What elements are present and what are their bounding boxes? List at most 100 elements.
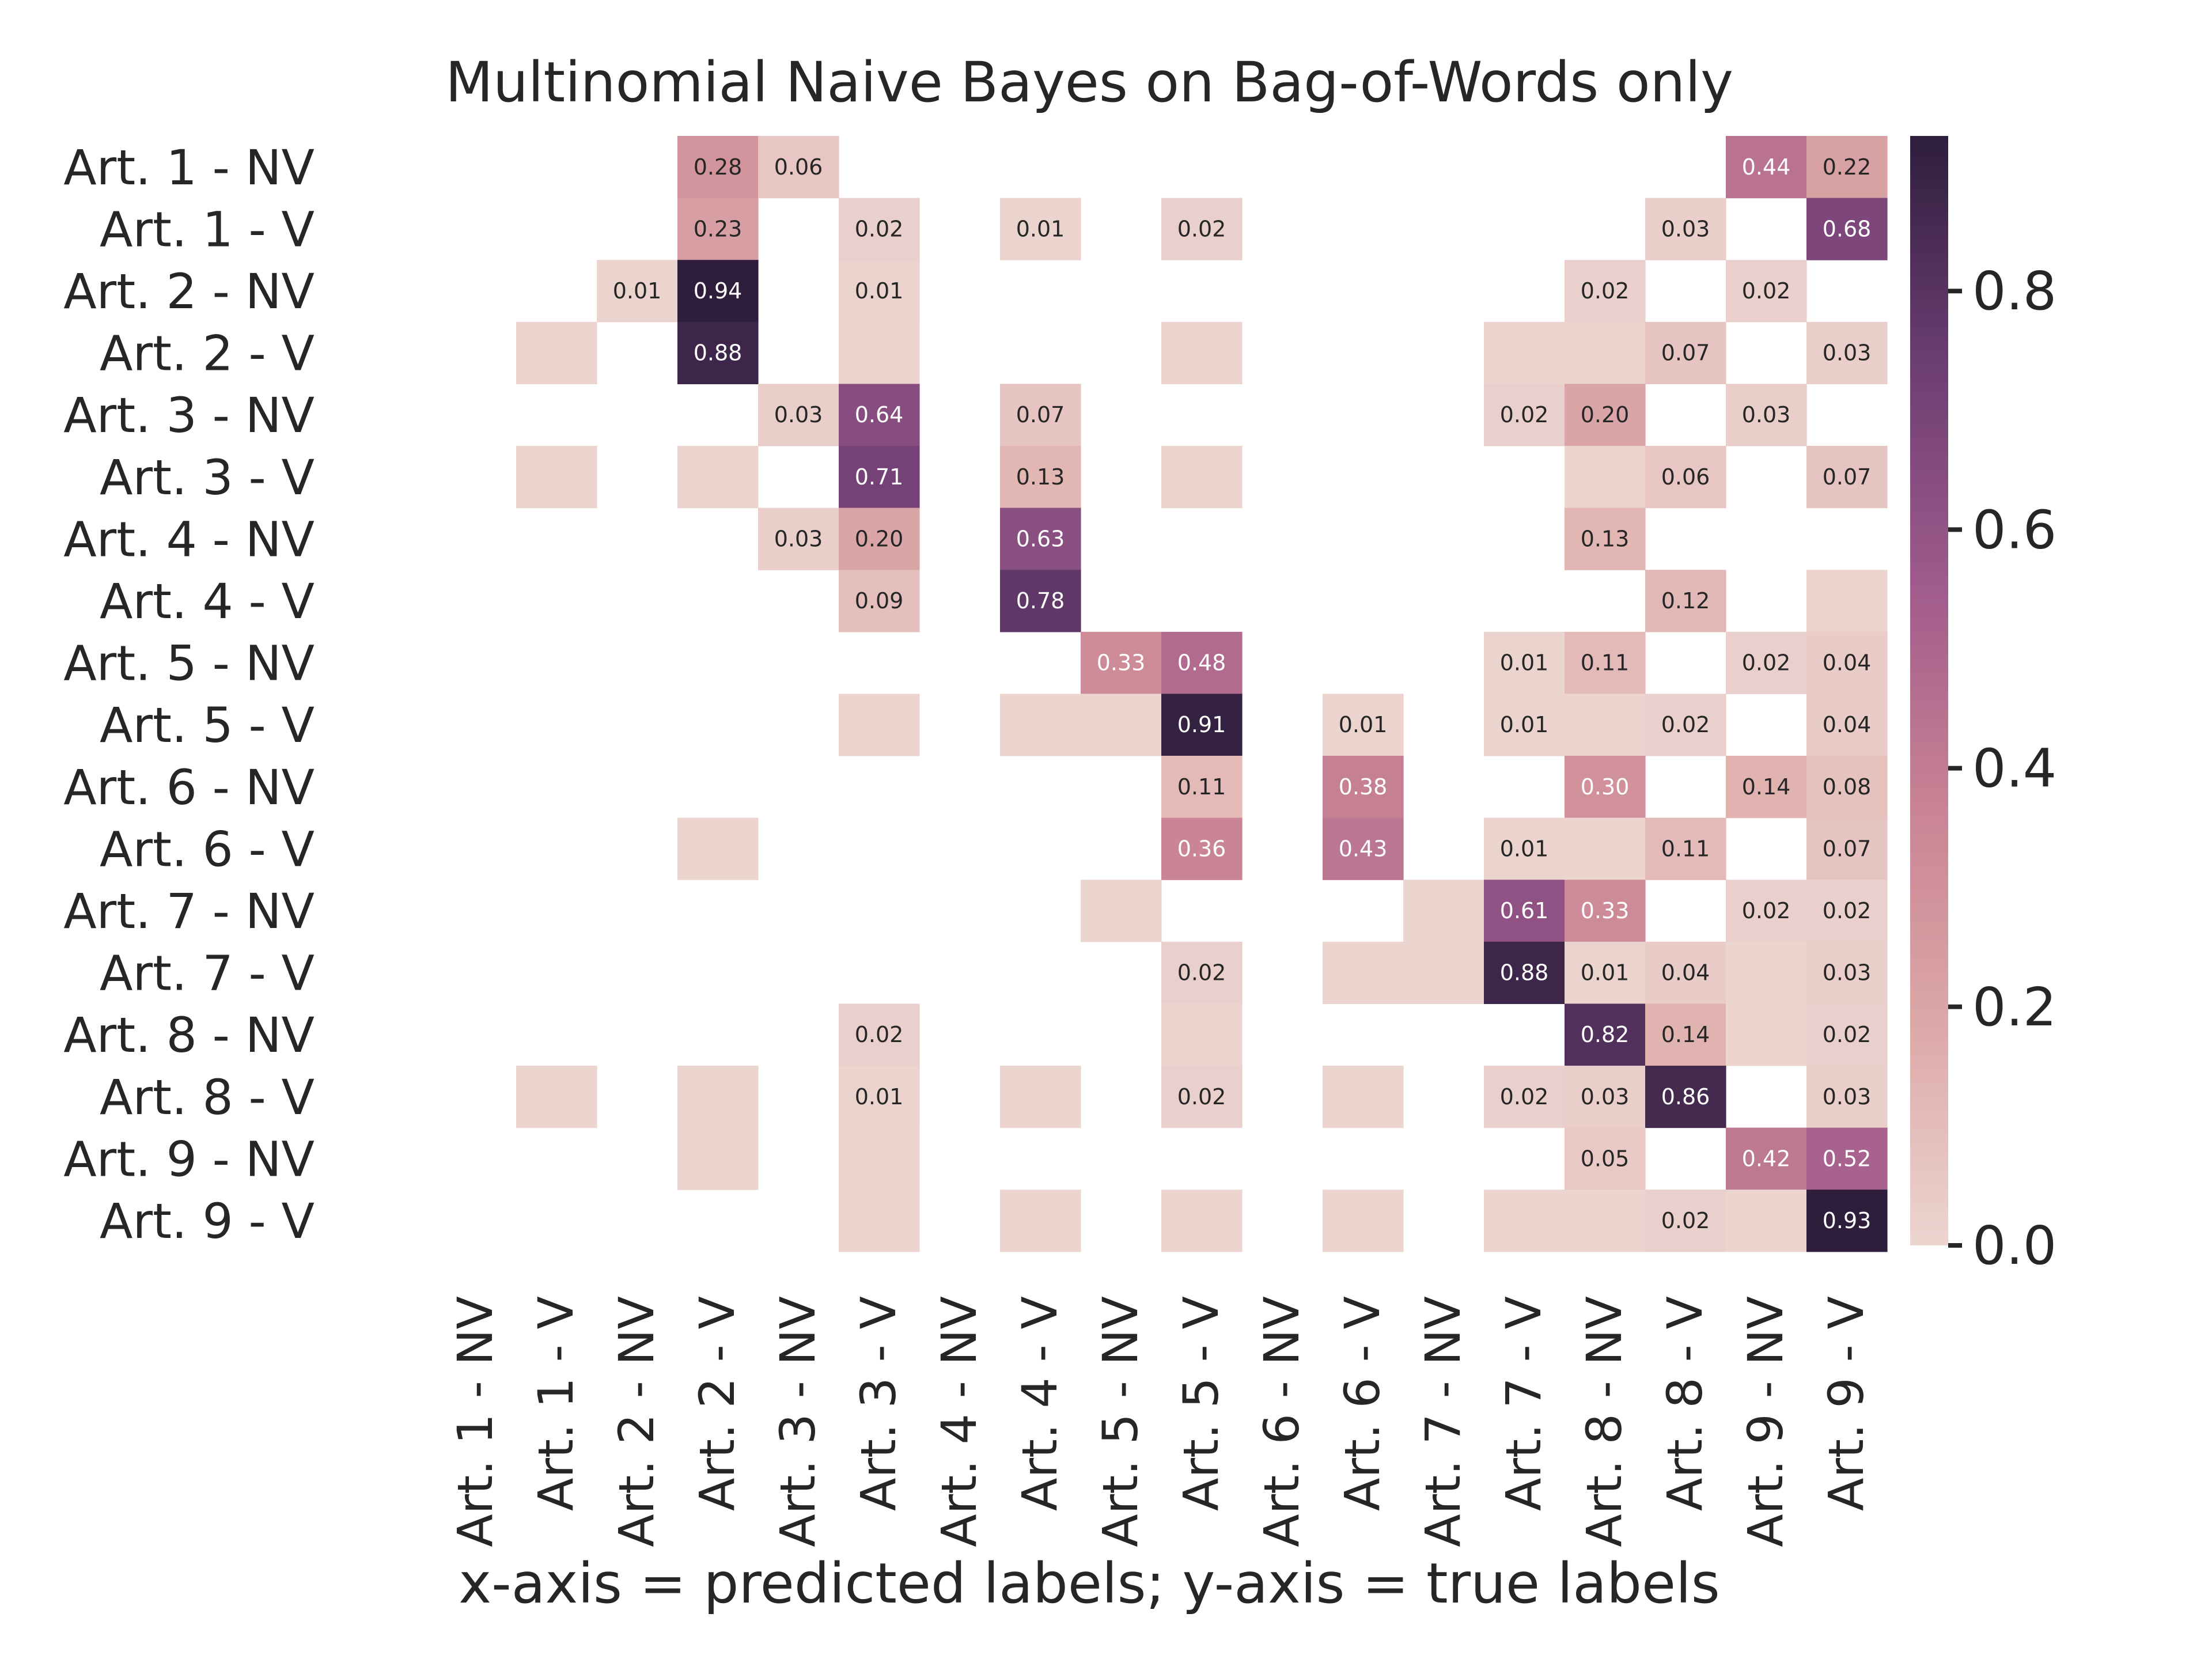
- heatmap-cell: [839, 321, 920, 384]
- cell-annotation: 0.36: [1177, 836, 1226, 861]
- cell-annotation: 0.03: [1823, 340, 1872, 366]
- heatmap-cell: [1000, 198, 1081, 260]
- heatmap-cell: [1726, 756, 1807, 819]
- x-tick-label: Art. 3 - NV: [770, 1296, 826, 1547]
- heatmap-cell: [1000, 1190, 1081, 1252]
- y-tick-label: Art. 6 - V: [100, 821, 315, 877]
- heatmap-cell: [1645, 446, 1726, 509]
- cell-annotation: 0.07: [1823, 836, 1872, 861]
- heatmap-cells: [516, 136, 1888, 1252]
- heatmap-cell: [1161, 446, 1243, 509]
- cell-annotation: 0.07: [1661, 340, 1710, 366]
- heatmap-cell: [839, 1190, 920, 1252]
- heatmap-cell: [1484, 817, 1565, 880]
- cell-annotation: 0.03: [1823, 960, 1872, 986]
- cell-annotation: 0.71: [855, 464, 904, 490]
- cell-annotation: 0.20: [855, 526, 904, 551]
- x-axis-label: x-axis = predicted labels; y-axis = true…: [459, 1551, 1719, 1616]
- y-tick-label: Art. 2 - NV: [63, 263, 315, 320]
- heatmap-cell: [1161, 1003, 1243, 1066]
- heatmap-cell: [516, 446, 597, 509]
- heatmap-cell: [1726, 1190, 1807, 1252]
- heatmap-cell: [1565, 694, 1646, 756]
- heatmap-cell: [1323, 941, 1404, 1004]
- cell-annotation: 0.01: [1581, 960, 1630, 986]
- heatmap-cell: [839, 384, 920, 446]
- heatmap-cell: [1484, 694, 1565, 756]
- heatmap-cell: [677, 1066, 759, 1128]
- heatmap-cell: [1161, 631, 1243, 694]
- cell-annotation: 0.61: [1500, 898, 1549, 923]
- cell-annotation: 0.02: [1742, 898, 1791, 923]
- heatmap-cell: [1323, 1190, 1404, 1252]
- heatmap-cell: [1645, 694, 1726, 756]
- cell-annotation: 0.06: [774, 154, 823, 180]
- heatmap-cell: [1565, 1066, 1646, 1128]
- cell-annotation: 0.02: [1500, 1084, 1549, 1109]
- cell-annotation: 0.06: [1661, 464, 1710, 490]
- heatmap-cell: [1726, 384, 1807, 446]
- heatmap-cell: [839, 198, 920, 260]
- heatmap-cell: [1806, 570, 1888, 632]
- heatmap-cell: [1645, 1003, 1726, 1066]
- cell-annotation: 0.94: [694, 278, 743, 304]
- heatmap-cell: [1565, 260, 1646, 323]
- heatmap-cell: [516, 1066, 597, 1128]
- heatmap-cell: [839, 446, 920, 509]
- cell-annotation: 0.68: [1823, 216, 1872, 241]
- x-tick-label: Art. 3 - V: [850, 1296, 907, 1511]
- heatmap-cell: [1806, 1127, 1888, 1190]
- heatmap-cell: [1484, 384, 1565, 446]
- heatmap-cell: [1323, 694, 1404, 756]
- colorbar-tick-label: 0.0: [1972, 1215, 2056, 1277]
- cell-annotation: 0.11: [1581, 650, 1630, 676]
- heatmap-cell: [1565, 1190, 1646, 1252]
- heatmap-cell: [1806, 631, 1888, 694]
- heatmap-cell: [1645, 817, 1726, 880]
- heatmap-cell: [1806, 1190, 1888, 1252]
- cell-annotation: 0.02: [1177, 960, 1226, 986]
- cell-annotation: 0.01: [1339, 712, 1388, 737]
- heatmap-cell: [1565, 1003, 1646, 1066]
- heatmap-cell: [1565, 507, 1646, 570]
- heatmap-cell: [1161, 817, 1243, 880]
- cell-annotation: 0.02: [1742, 650, 1791, 676]
- cell-annotation: 0.07: [1016, 402, 1065, 427]
- y-tick-label: Art. 5 - NV: [63, 635, 315, 692]
- cell-annotation: 0.02: [1823, 898, 1872, 923]
- heatmap-cell: [758, 384, 839, 446]
- heatmap-cell: [1565, 817, 1646, 880]
- heatmap-cell: [758, 507, 839, 570]
- x-tick-label: Art. 9 - NV: [1737, 1296, 1794, 1547]
- heatmap-cell: [677, 321, 759, 384]
- cell-annotation: 0.42: [1742, 1146, 1791, 1171]
- heatmap-cell: [1323, 756, 1404, 819]
- cell-annotation: 0.11: [1177, 774, 1226, 800]
- colorbar-tick-label: 0.6: [1972, 499, 2056, 560]
- cell-annotation: 0.43: [1339, 836, 1388, 861]
- x-tick-label: Art. 4 - NV: [931, 1296, 987, 1547]
- x-tick-label: Art. 8 - V: [1657, 1296, 1713, 1511]
- heatmap-cell: [1645, 941, 1726, 1004]
- heatmap-cell: [1000, 1066, 1081, 1128]
- heatmap-cell: [1806, 941, 1888, 1004]
- heatmap-cell: [839, 570, 920, 632]
- x-tick-label: Art. 6 - V: [1334, 1296, 1391, 1511]
- heatmap-cell: [1645, 198, 1726, 260]
- heatmap-cell: [1484, 941, 1565, 1004]
- heatmap-cell: [1806, 198, 1888, 260]
- heatmap-cell: [1161, 941, 1243, 1004]
- heatmap-cell: [1161, 756, 1243, 819]
- cell-annotation: 0.02: [1581, 278, 1630, 304]
- heatmap-cell: [839, 1127, 920, 1190]
- cell-annotation: 0.91: [1177, 712, 1226, 737]
- heatmap-cell: [1081, 631, 1162, 694]
- x-tick-label: Art. 9 - V: [1818, 1296, 1874, 1511]
- x-tick-label: Art. 2 - NV: [608, 1296, 665, 1547]
- heatmap-cell: [1484, 1190, 1565, 1252]
- y-tick-label: Art. 7 - V: [100, 945, 315, 1002]
- colorbar-tick-label: 0.4: [1972, 738, 2056, 800]
- cell-annotation: 0.11: [1661, 836, 1710, 861]
